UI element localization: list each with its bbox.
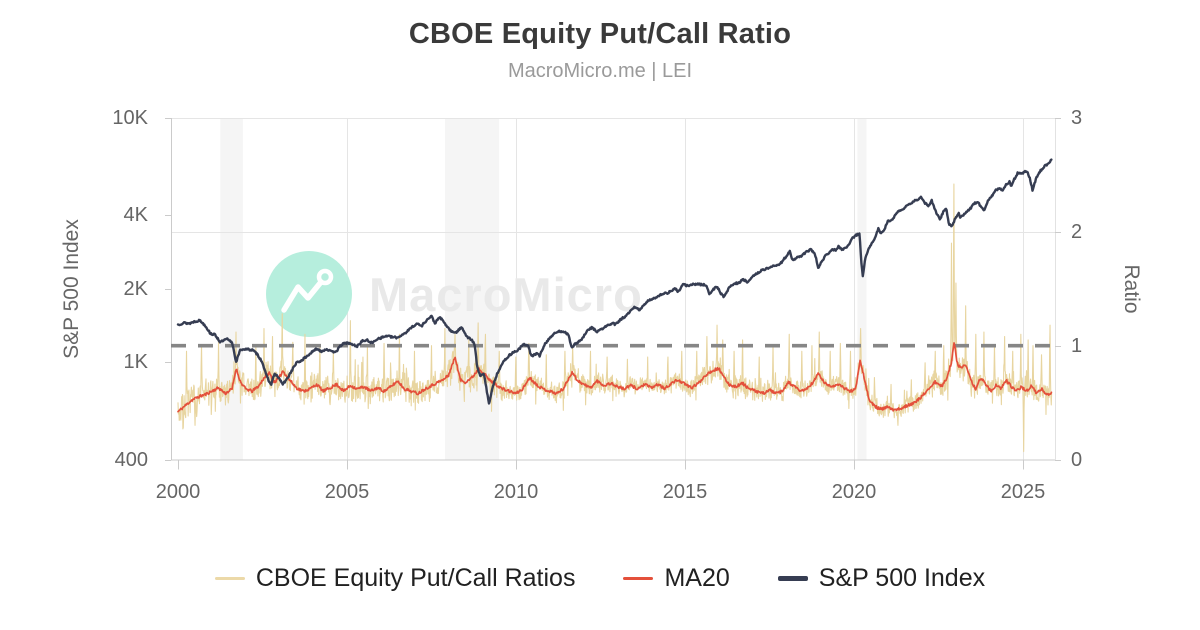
- legend-item-2[interactable]: S&P 500 Index: [777, 563, 986, 593]
- x-tick-2020: 2020: [831, 481, 877, 503]
- y-left-tick-4K: 4K: [123, 204, 148, 227]
- y-left-tick-1K: 1K: [123, 351, 148, 374]
- legend-item-0[interactable]: CBOE Equity Put/Call Ratios: [214, 563, 576, 593]
- x-tick-2000: 2000: [155, 481, 201, 503]
- y-axis-right-title: Ratio: [1120, 264, 1143, 314]
- x-tick-2025: 2025: [1000, 481, 1046, 503]
- legend-swatch-1: [623, 576, 654, 580]
- legend-swatch-2: [777, 575, 808, 581]
- y-right-tick-0: 0: [1071, 448, 1083, 471]
- x-tick-2005: 2005: [324, 481, 370, 503]
- chart-subtitle: MacroMicro.me | LEI: [507, 60, 693, 82]
- legend: CBOE Equity Put/Call Ratios MA20 S&P 500 I…: [0, 556, 1200, 600]
- y-left-tick-2K: 2K: [123, 277, 148, 300]
- y-right-tick-3: 3: [1071, 107, 1083, 129]
- legend-label-1: MA20: [664, 563, 730, 592]
- legend-item-1[interactable]: MA20: [623, 563, 730, 593]
- legend-label-0: CBOE Equity Put/Call Ratios: [255, 563, 576, 592]
- chart-title: CBOE Equity Put/Call Ratio: [408, 18, 792, 50]
- y-axis-left-title: S&P 500 Index: [60, 219, 83, 359]
- y-left-tick-10K: 10K: [112, 107, 148, 129]
- x-tick-2015: 2015: [662, 481, 708, 503]
- legend-swatch-0: [214, 576, 245, 580]
- y-right-tick-1: 1: [1071, 334, 1083, 357]
- legend-label-2: S&P 500 Index: [818, 563, 986, 592]
- y-right-tick-2: 2: [1071, 220, 1083, 243]
- y-left-tick-400: 400: [114, 448, 148, 471]
- x-tick-2010: 2010: [493, 481, 539, 503]
